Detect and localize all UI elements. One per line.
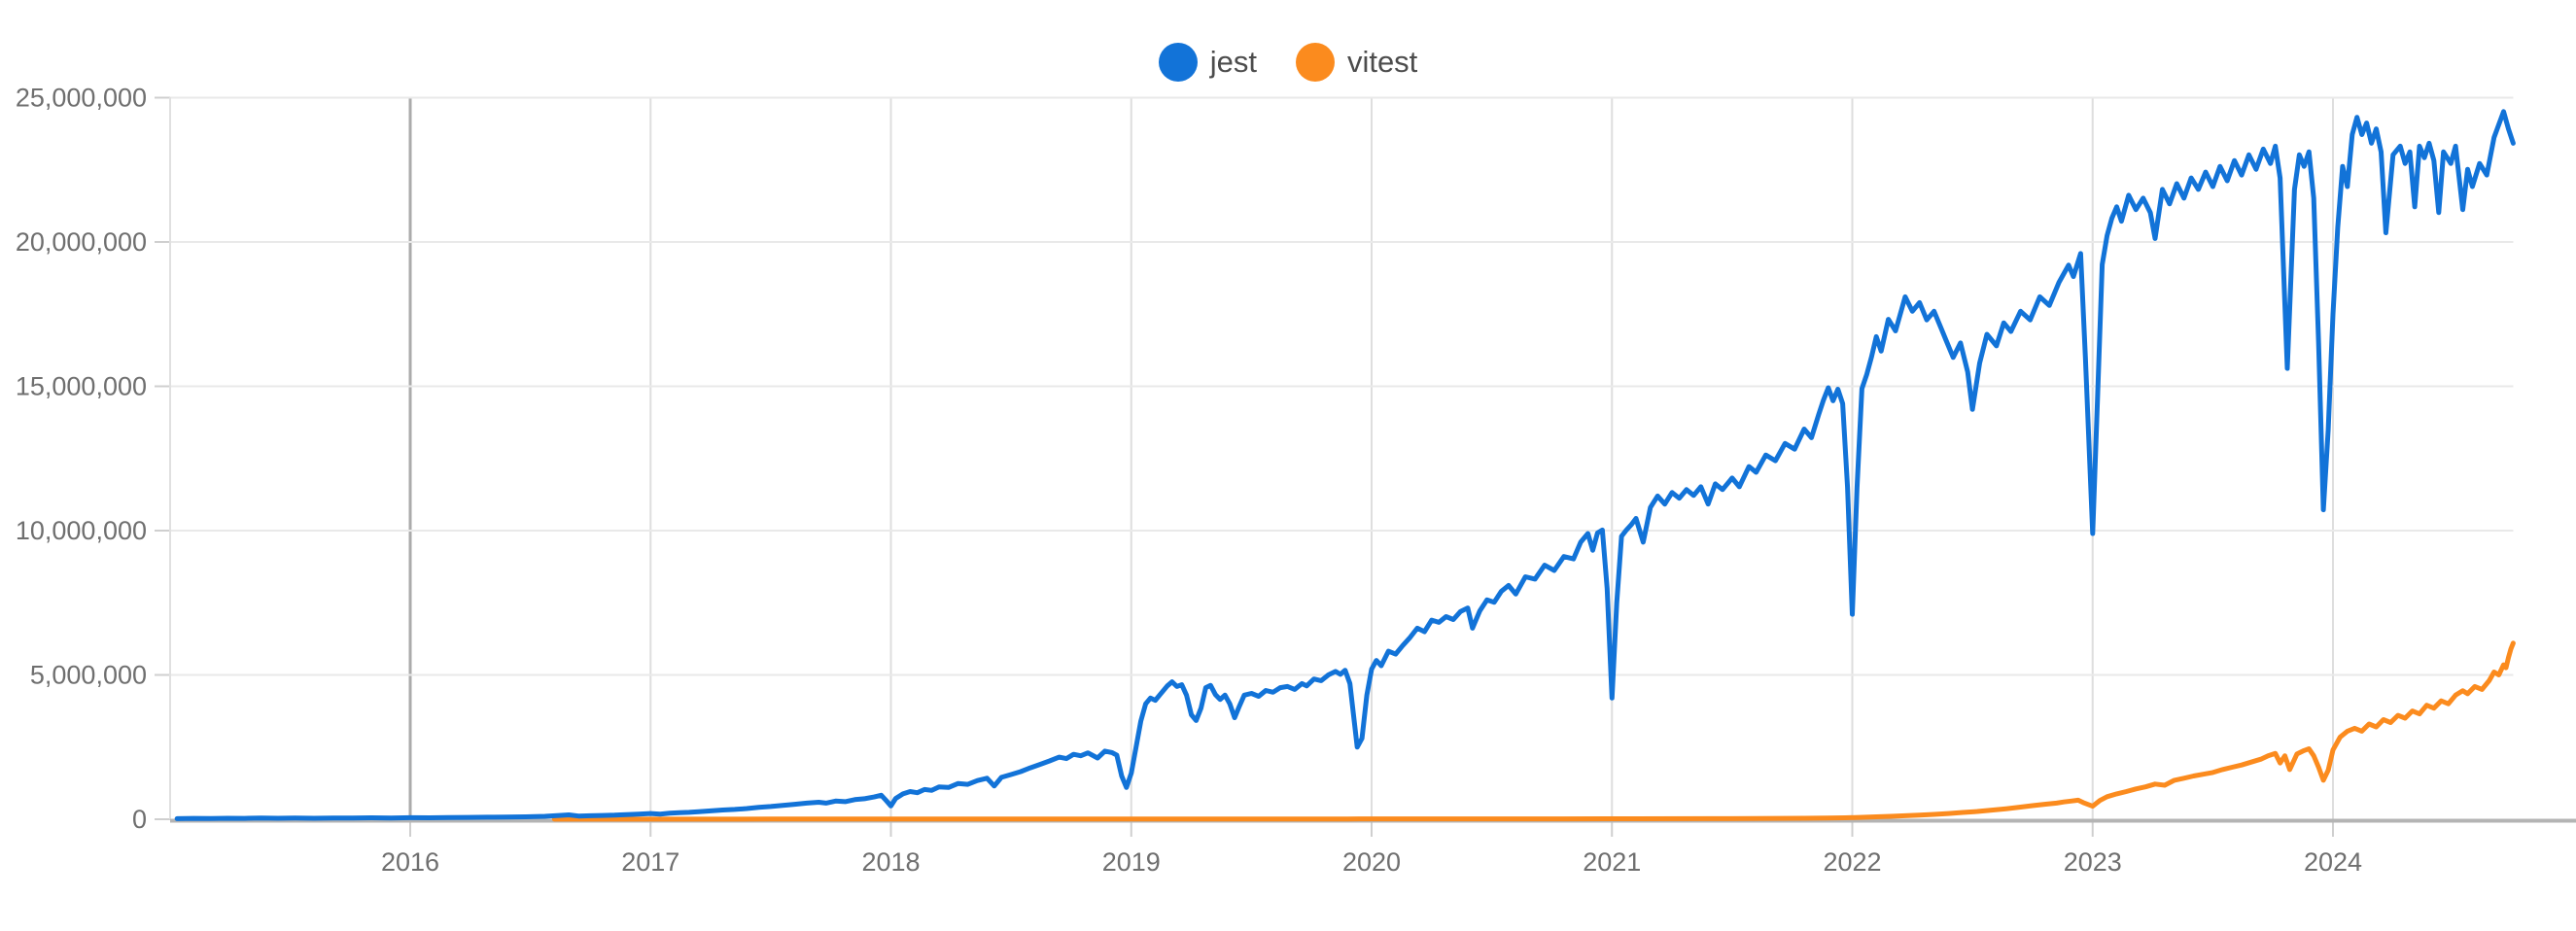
legend: jest vitest xyxy=(0,43,2576,82)
x-tick-label-2019: 2019 xyxy=(1102,847,1161,877)
y-tick-label-5000000: 5,000,000 xyxy=(30,661,147,690)
x-tick-label-2020: 2020 xyxy=(1342,847,1401,877)
legend-item-vitest[interactable]: vitest xyxy=(1295,43,1418,82)
x-tick-label-2023: 2023 xyxy=(2064,847,2122,877)
vitest-line[interactable] xyxy=(551,640,2516,822)
y-tick-label-0: 0 xyxy=(132,805,147,834)
vitest-series-color-dot xyxy=(1295,43,1335,82)
y-tick-label-20000000: 20,000,000 xyxy=(16,227,147,257)
legend-label-jest: jest xyxy=(1209,45,1257,79)
jest-line[interactable] xyxy=(174,109,2516,821)
x-tick-label-2024: 2024 xyxy=(2304,847,2362,877)
x-tick-label-2017: 2017 xyxy=(621,847,679,877)
jest-series-color-dot xyxy=(1158,43,1198,82)
x-tick-label-2016: 2016 xyxy=(381,847,439,877)
y-tick-label-15000000: 15,000,000 xyxy=(16,372,147,401)
x-tick-label-2018: 2018 xyxy=(861,847,920,877)
legend-item-jest[interactable]: jest xyxy=(1158,43,1257,82)
legend-label-vitest: vitest xyxy=(1346,45,1418,79)
y-tick-label-10000000: 10,000,000 xyxy=(16,516,147,545)
y-tick-label-25000000: 25,000,000 xyxy=(16,84,147,113)
x-tick-label-2022: 2022 xyxy=(1823,847,1881,877)
x-tick-label-2021: 2021 xyxy=(1583,847,1641,877)
